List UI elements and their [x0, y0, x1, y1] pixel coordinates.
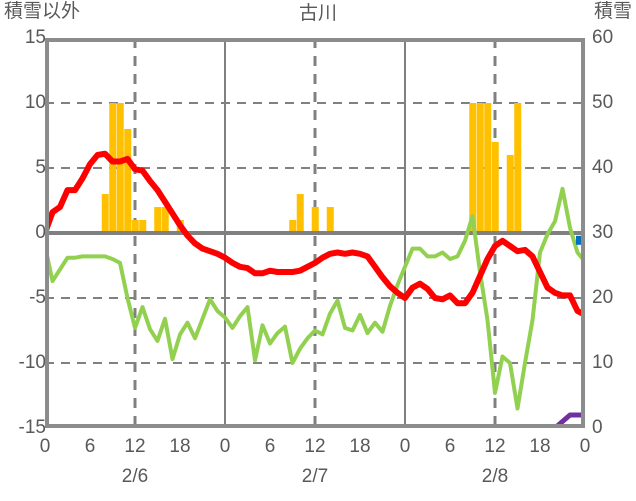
x-tick-label: 6: [444, 436, 456, 457]
precipitation-bar: [139, 220, 147, 233]
x-tick-label: 12: [304, 436, 326, 457]
right-tick-label: 10: [592, 352, 614, 373]
right-tick-label: 30: [592, 222, 614, 243]
x-tick-label: 0: [219, 436, 231, 457]
x-tick-label: 0: [39, 436, 51, 457]
chart-title: 古川: [298, 3, 337, 24]
precipitation-bar: [326, 207, 334, 233]
x-tick-label: 6: [264, 436, 276, 457]
precipitation-bar: [469, 103, 477, 233]
x-tick-label: 18: [529, 436, 551, 457]
x-tick-label: 18: [169, 436, 191, 457]
precipitation-bar: [476, 103, 484, 233]
current-marker: [576, 235, 585, 245]
precipitation-bar: [161, 207, 169, 233]
right-tick-label: 20: [592, 287, 614, 308]
left-tick-label: 10: [24, 92, 46, 113]
precipitation-bars: [101, 103, 522, 233]
x-tick-label: 18: [349, 436, 371, 457]
right-tick-label: 50: [592, 92, 614, 113]
precipitation-bar: [116, 103, 124, 233]
precipitation-bar: [109, 103, 117, 233]
precipitation-bar: [311, 207, 319, 233]
x-tick-label: 12: [124, 436, 146, 457]
left-axis-title: 積雪以外: [4, 1, 81, 22]
precipitation-bar: [296, 194, 304, 233]
precipitation-bar: [154, 207, 162, 233]
left-tick-label: 15: [24, 27, 46, 48]
day-label: 2/8: [481, 466, 509, 487]
precipitation-bar: [289, 220, 297, 233]
left-tick-label: 0: [35, 222, 46, 243]
left-tick-label: -5: [29, 287, 46, 308]
left-tick-label: -15: [18, 417, 46, 438]
temperature-line: [45, 150, 585, 318]
data-lines: [45, 150, 585, 428]
precipitation-bar: [124, 129, 132, 233]
right-axis-title: 積雪: [593, 1, 632, 22]
precipitation-bar: [491, 142, 499, 233]
precipitation-bar: [131, 220, 139, 233]
left-tick-label: -10: [18, 352, 46, 373]
right-tick-label: 60: [592, 27, 614, 48]
right-tick-label: 0: [592, 417, 603, 438]
left-tick-label: 5: [35, 157, 46, 178]
green-data-line: [45, 186, 585, 411]
precipitation-bar: [101, 194, 109, 233]
day-label: 2/7: [301, 466, 329, 487]
precipitation-bar: [506, 155, 514, 233]
precipitation-bar: [514, 103, 522, 233]
x-tick-label: 0: [399, 436, 411, 457]
right-tick-label: 40: [592, 157, 614, 178]
x-tick-label: 12: [484, 436, 506, 457]
x-tick-label: 0: [579, 436, 591, 457]
day-label: 2/6: [121, 466, 149, 487]
current-value-marker: [576, 235, 585, 245]
precipitation-bar: [484, 103, 492, 233]
plot-area: [45, 38, 585, 428]
x-tick-label: 6: [84, 436, 96, 457]
